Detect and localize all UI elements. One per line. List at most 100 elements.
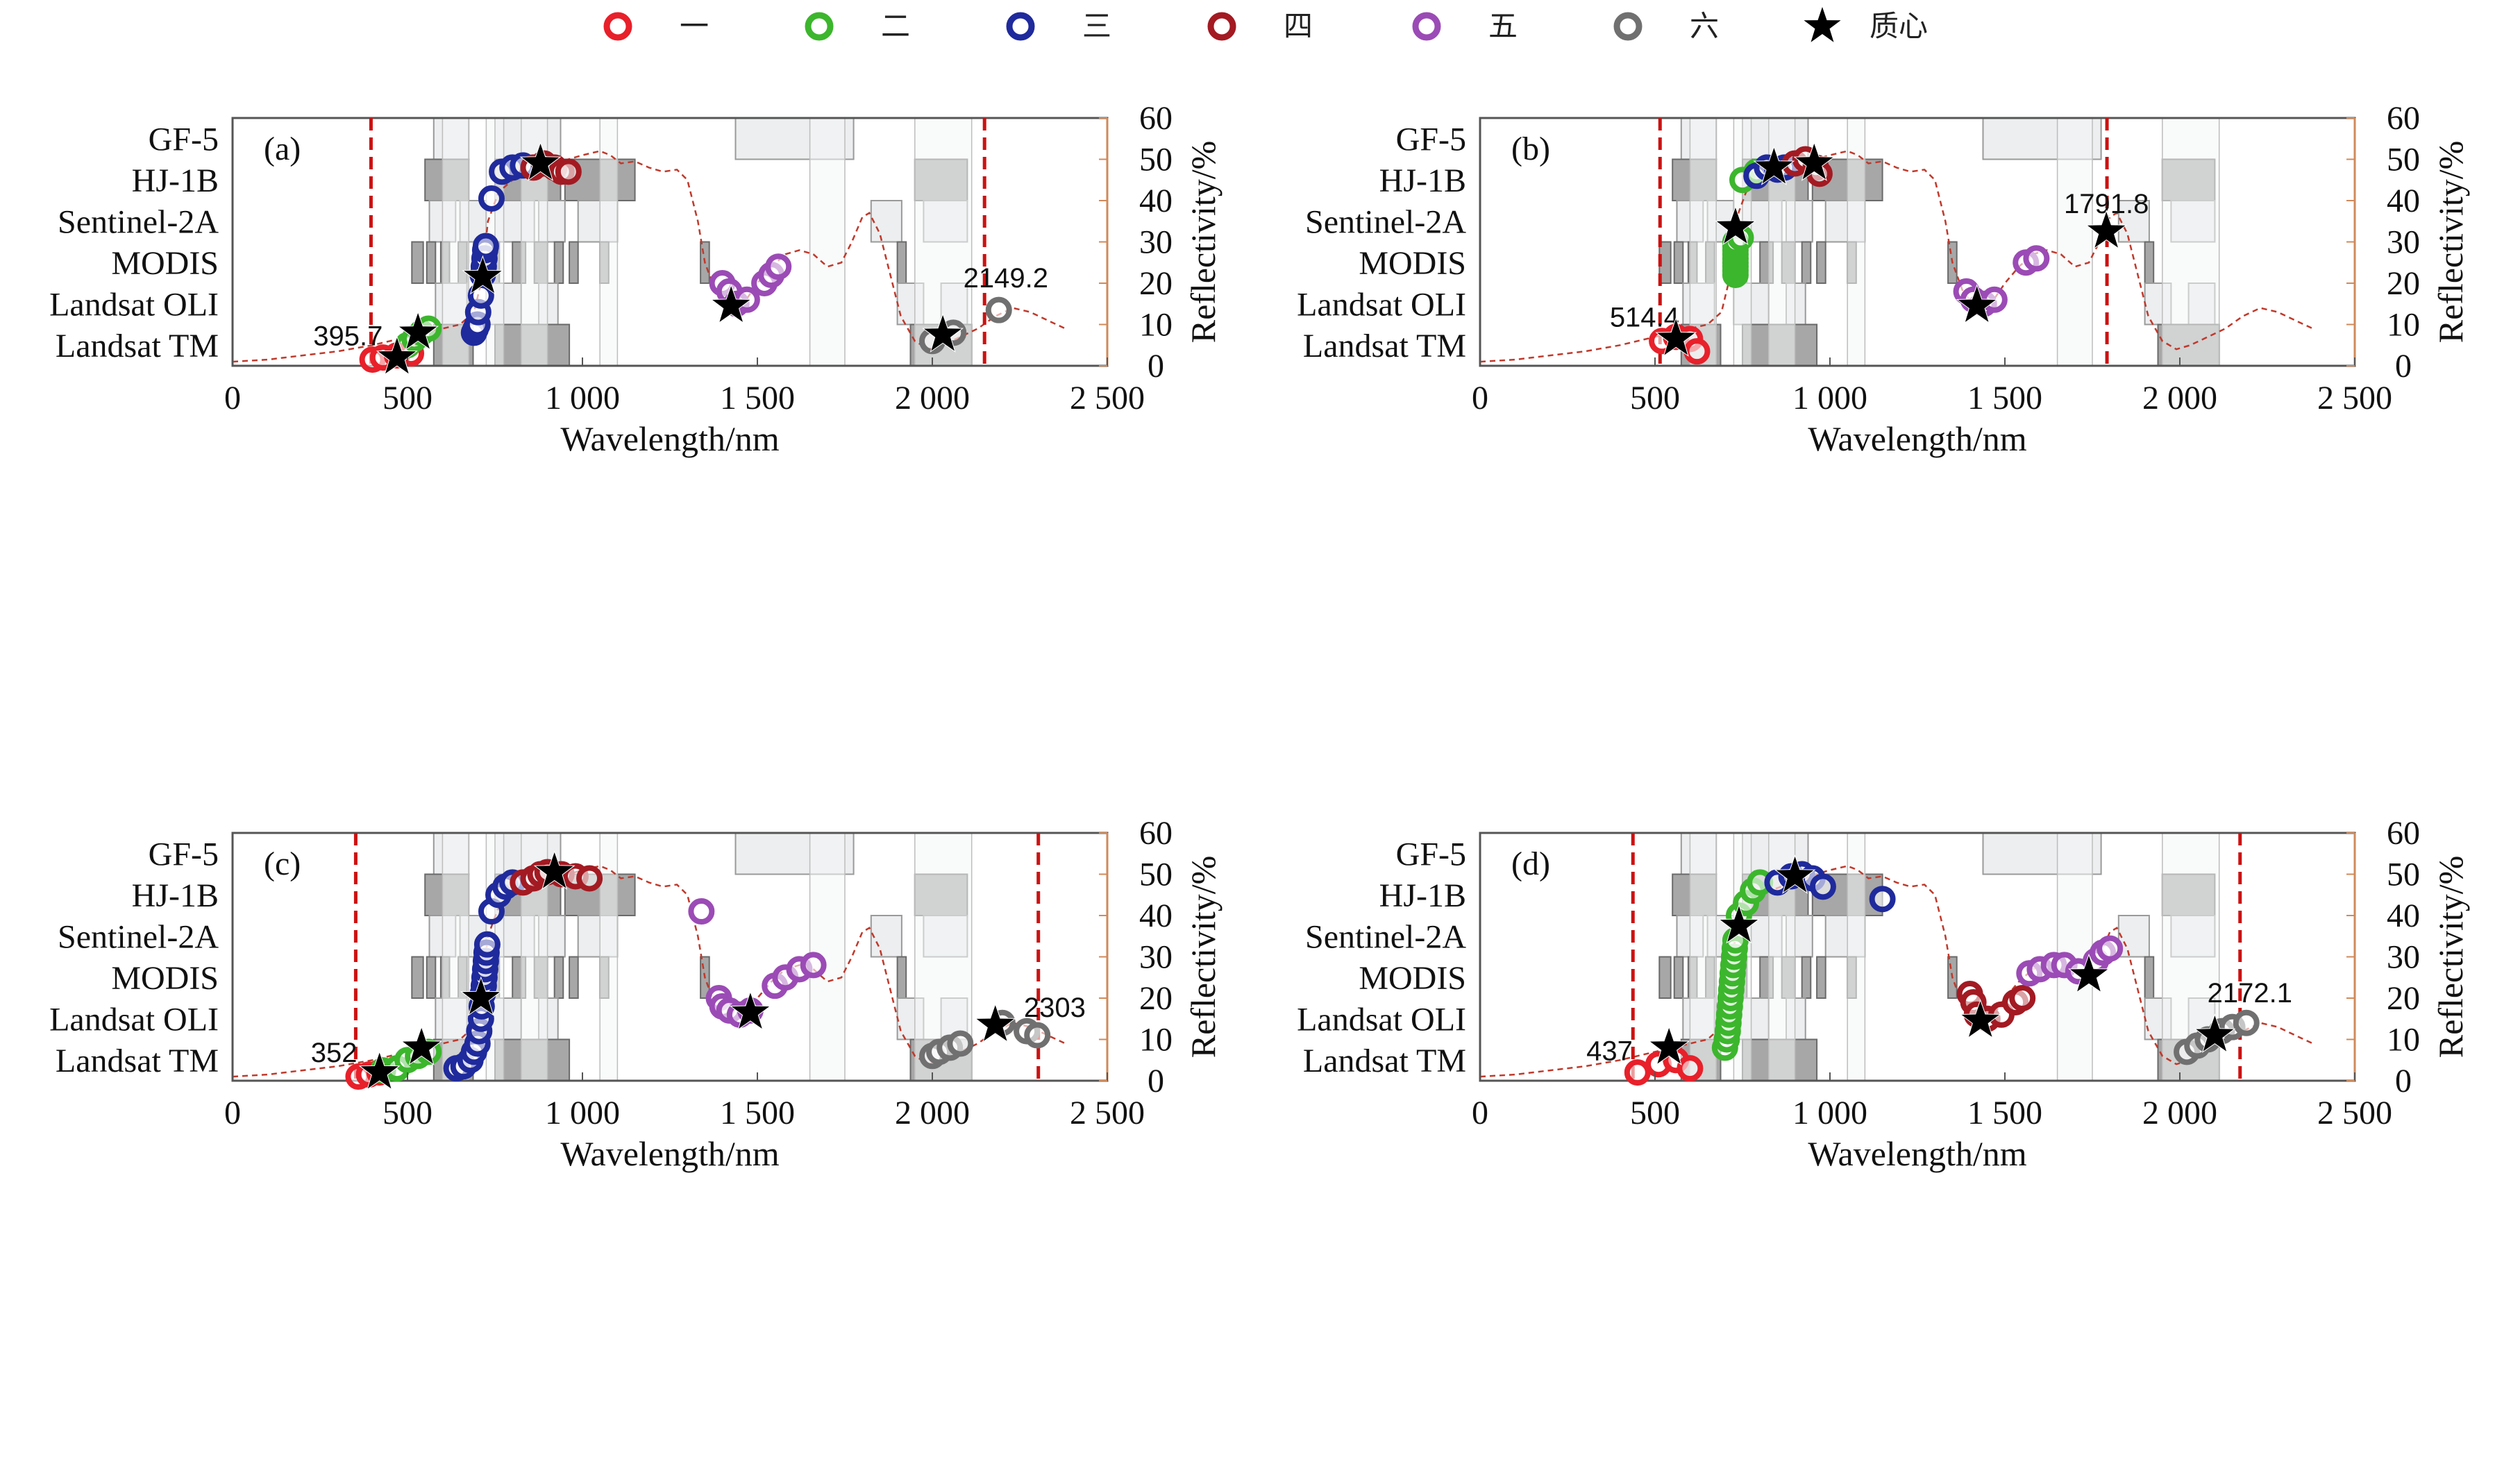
sensor-label: Landsat TM <box>1303 1043 1466 1079</box>
reflectance-curve <box>1479 150 2314 363</box>
centroid-star <box>729 990 771 1031</box>
legend-item-5: 五 <box>1412 11 1518 43</box>
legend-star-marker <box>1804 7 1841 42</box>
x-tick-label: 2 000 <box>895 380 970 416</box>
y-tick-label: 10 <box>2387 1022 2420 1059</box>
centroid-star <box>1959 999 2001 1039</box>
legend-ring-marker <box>805 12 834 41</box>
x-tick-label: 2 500 <box>1070 380 1145 416</box>
centroid-star <box>1648 1025 1690 1065</box>
x-tick-label: 0 <box>224 380 241 416</box>
x-tick-label: 2 000 <box>2142 380 2217 416</box>
x-tick-label: 2 000 <box>2142 1095 2217 1131</box>
centroid-star <box>974 1003 1016 1043</box>
data-point <box>947 1030 974 1057</box>
y-tick-label: 50 <box>2387 857 2420 893</box>
x-tick-label: 1 500 <box>1967 380 2042 416</box>
centroid-star <box>401 1025 443 1065</box>
sensor-label: GF-5 <box>149 836 219 873</box>
legend-label: 五 <box>1488 11 1518 43</box>
sensor-label: Sentinel-2A <box>1305 919 1466 956</box>
legend: 一 二 三 四 五 六 质心 <box>603 7 1928 43</box>
x-tick-label: 2 500 <box>2317 380 2392 416</box>
sensor-label: Sentinel-2A <box>58 204 219 241</box>
boundary-label: 2149.2 <box>964 263 1048 294</box>
data-point <box>1677 1055 1704 1082</box>
centroid-star <box>397 310 439 351</box>
reflectance-curve <box>1479 865 2314 1078</box>
legend-item-1: 一 <box>603 11 709 43</box>
sensor-band <box>1673 956 1684 999</box>
y-axis-label: Reflectivity/% <box>1184 856 1223 1059</box>
x-tick-label: 2 500 <box>2317 1095 2392 1131</box>
data-point <box>2009 985 2036 1011</box>
sensor-band-column <box>1847 832 1866 1081</box>
x-tick-label: 2 500 <box>1070 1095 1145 1131</box>
sensor-label: Sentinel-2A <box>1305 204 1466 241</box>
centroid-star <box>710 284 753 324</box>
x-tick-label: 500 <box>1630 380 1680 416</box>
x-axis-label: Wavelength/nm <box>1808 1134 2026 1173</box>
data-point <box>688 898 715 925</box>
cluster-points <box>345 859 1051 1090</box>
sensor-label: Landsat OLI <box>49 1002 219 1038</box>
centroid-star <box>1717 904 1760 944</box>
y-tick-label: 20 <box>2387 265 2420 302</box>
x-tick-label: 1 000 <box>1792 1095 1867 1131</box>
centroid-star <box>1956 284 1998 324</box>
y-tick-label: 10 <box>1139 1022 1173 1059</box>
data-point <box>1624 1059 1651 1086</box>
y-tick-label: 0 <box>1148 1063 1164 1099</box>
centroid-star <box>358 1050 401 1090</box>
panel-label: (d) <box>1511 845 1550 882</box>
sensor-label: MODIS <box>1359 245 1466 282</box>
y-tick-label: 30 <box>2387 939 2420 976</box>
sensor-label: GF-5 <box>1396 121 1466 158</box>
sensor-band <box>896 241 907 284</box>
boundary-label: 2303 <box>1024 993 1086 1023</box>
y-tick-label: 60 <box>1139 815 1173 852</box>
sensor-band <box>411 241 424 284</box>
data-point <box>2233 1009 2260 1036</box>
centroid-star <box>1655 317 1697 357</box>
sensor-band <box>2144 956 2155 999</box>
x-axis-label: Wavelength/nm <box>1808 419 2026 458</box>
sensor-band-column <box>2056 117 2093 366</box>
centroid-star <box>1793 141 1835 181</box>
panel-a: 395.7 2149.2 (a) GF-5 HJ-1B Sentinel-2A MODIS L… <box>49 100 1223 458</box>
sensor-band <box>1673 241 1684 284</box>
y-tick-label: 60 <box>1139 100 1173 137</box>
sensor-band <box>1816 241 1826 284</box>
y-tick-label: 20 <box>1139 265 1173 302</box>
y-tick-label: 0 <box>2395 348 2412 385</box>
legend-item-6: 六 <box>1613 11 1719 43</box>
panel-d: 437 2172.1 (d) GF-5 HJ-1B Sentinel-2A MODIS Lan… <box>1297 815 2470 1173</box>
sensor-band <box>870 915 902 958</box>
centroid-star <box>462 255 504 295</box>
y-tick-label: 40 <box>1139 183 1173 219</box>
y-tick-label: 30 <box>1139 939 1173 976</box>
centroid-star <box>2067 953 2110 993</box>
centroid-star <box>2194 1013 2236 1054</box>
y-tick-label: 10 <box>2387 307 2420 344</box>
y-tick-label: 40 <box>2387 183 2420 219</box>
data-point <box>473 931 501 958</box>
sensor-band-column <box>1847 117 1866 366</box>
y-tick-label: 0 <box>1148 348 1164 385</box>
centroid-star <box>922 312 964 353</box>
y-tick-label: 60 <box>2387 815 2420 852</box>
sensor-band-column <box>442 832 469 1081</box>
x-tick-label: 1 500 <box>1967 1095 2042 1131</box>
sensor-band-column <box>1689 832 1717 1081</box>
x-tick-label: 1 500 <box>720 1095 795 1131</box>
sensor-label: GF-5 <box>1396 836 1466 873</box>
y-tick-label: 40 <box>1139 897 1173 934</box>
sensor-label: MODIS <box>111 245 219 282</box>
sensor-band <box>1801 241 1812 284</box>
x-tick-label: 500 <box>1630 1095 1680 1131</box>
x-tick-label: 2 000 <box>895 1095 970 1131</box>
y-tick-label: 50 <box>2387 142 2420 178</box>
legend-label: 质心 <box>1870 11 1928 43</box>
legend-label: 四 <box>1284 11 1313 43</box>
sensor-band <box>870 200 902 243</box>
